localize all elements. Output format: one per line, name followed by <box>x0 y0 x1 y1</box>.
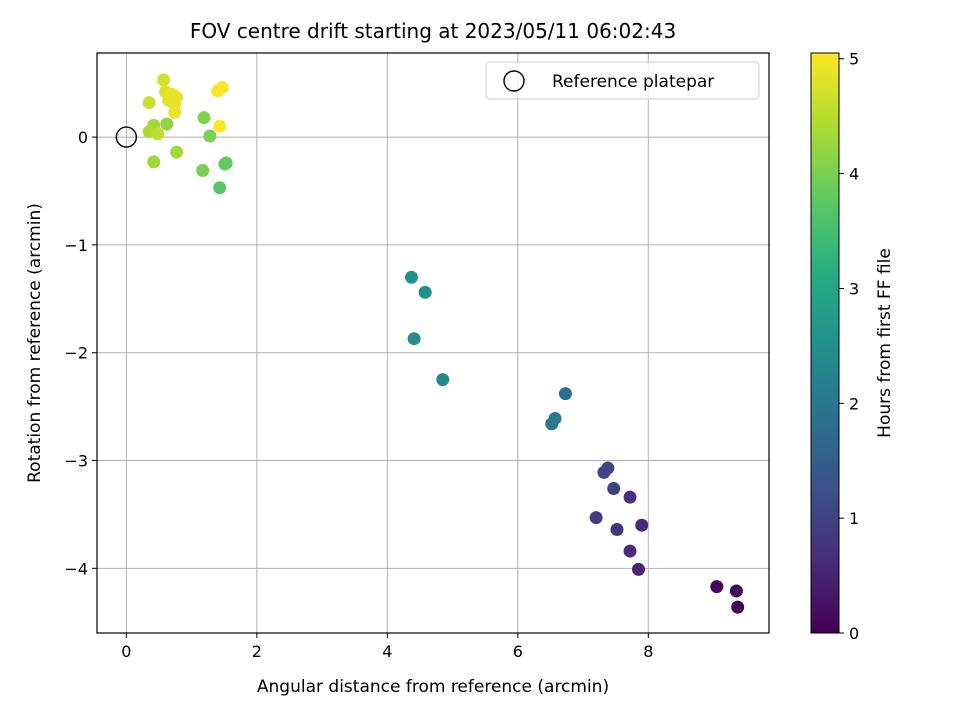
data-point <box>404 270 418 284</box>
legend-entry-label: Reference platepar <box>552 72 714 92</box>
colorbar: 0 1 2 3 4 5 Hours from first FF file <box>810 50 895 643</box>
reference-marker <box>115 126 138 148</box>
data-point <box>218 157 232 171</box>
chart-title: FOV centre drift starting at 2023/05/11 … <box>190 19 676 43</box>
data-point <box>589 511 603 525</box>
colorbar-tick-label: 4 <box>849 165 859 184</box>
reference-marker-group <box>115 126 138 148</box>
data-point <box>170 90 184 104</box>
legend: Reference platepar <box>485 61 760 100</box>
x-tick-label: 4 <box>382 642 392 661</box>
y-tick-label: 0 <box>78 128 88 147</box>
data-point <box>197 111 211 125</box>
data-point <box>623 544 637 558</box>
legend-reference-marker <box>503 70 525 92</box>
data-point <box>407 332 421 346</box>
x-tick-label: 0 <box>121 642 131 661</box>
data-point <box>157 73 171 87</box>
colorbar-gradient <box>810 52 840 634</box>
data-point <box>213 181 227 195</box>
data-point <box>418 285 432 299</box>
colorbar-tick-label: 2 <box>849 394 859 413</box>
x-tick-label: 8 <box>643 642 653 661</box>
data-point <box>632 562 646 576</box>
data-point <box>170 145 184 159</box>
colorbar-tick-label: 3 <box>849 279 859 298</box>
data-point <box>558 387 572 401</box>
data-point <box>601 461 615 475</box>
colorbar-label: Hours from first FF file <box>875 248 895 438</box>
data-point <box>635 518 649 532</box>
y-tick-label: −2 <box>64 344 88 363</box>
y-tick-label: −3 <box>64 452 88 471</box>
data-point <box>213 119 227 133</box>
data-point <box>729 584 743 598</box>
scatter-points <box>142 73 745 614</box>
x-tick-label: 2 <box>252 642 262 661</box>
data-point <box>160 117 174 131</box>
data-point <box>203 129 217 143</box>
data-point <box>610 523 624 537</box>
data-point <box>548 411 562 425</box>
colorbar-tick-label: 1 <box>849 509 859 528</box>
y-tick-label: −1 <box>64 236 88 255</box>
x-tick-label: 6 <box>513 642 523 661</box>
data-point <box>215 80 229 94</box>
colorbar-ticks: 0 1 2 3 4 5 <box>839 50 859 643</box>
data-point <box>436 373 450 387</box>
data-point <box>607 482 621 496</box>
plot-area <box>97 53 769 633</box>
legend-box <box>485 61 760 100</box>
y-axis-title: Rotation from reference (arcmin) <box>25 203 45 483</box>
data-point <box>196 164 210 178</box>
data-point <box>168 105 182 119</box>
colorbar-tick-label: 0 <box>849 624 859 643</box>
data-point <box>710 580 724 594</box>
y-tick-label: −4 <box>64 559 88 578</box>
data-point <box>731 600 745 614</box>
data-point <box>142 96 156 110</box>
y-axis-ticks: 0 −1 −2 −3 −4 <box>64 128 97 578</box>
x-axis-title: Angular distance from reference (arcmin) <box>257 677 609 697</box>
data-point <box>623 490 637 504</box>
data-point <box>151 127 165 141</box>
plot-frame <box>96 52 770 634</box>
data-point <box>147 155 161 169</box>
colorbar-tick-label: 5 <box>849 50 859 69</box>
x-axis-ticks: 0 2 4 6 8 <box>121 633 653 661</box>
